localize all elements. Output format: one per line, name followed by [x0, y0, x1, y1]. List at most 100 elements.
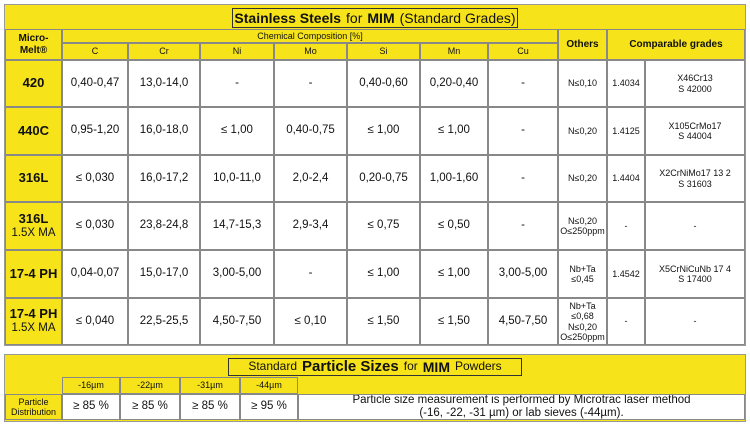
value: 0,04-0,07 — [70, 267, 120, 280]
label: Particle Distribution — [10, 396, 57, 417]
value-cell: 3,00-5,00 — [488, 250, 558, 298]
value: ≤ 0,50 — [438, 219, 470, 232]
header-text: Comparable grades — [629, 38, 723, 50]
grade-name: 17-4 PH — [9, 265, 58, 281]
header-text: Others — [566, 38, 599, 50]
value-cell: 0,40-0,75 — [274, 107, 347, 155]
size-value: ≥ 95 % — [240, 394, 298, 420]
designation-line: X46Cr13 — [677, 73, 713, 84]
value: - — [308, 76, 313, 89]
code: - — [624, 220, 628, 231]
value: 16,0-18,0 — [139, 124, 189, 137]
row-label: Particle Distribution — [5, 394, 62, 420]
value: 14,7-15,3 — [212, 219, 262, 232]
value-cell: ≤ 0,040 — [62, 298, 128, 345]
others-line: N≤0,20 — [568, 321, 597, 332]
code-cell: 1.4034 — [607, 60, 645, 107]
header-text: -44µm — [256, 380, 282, 391]
code-cell: - — [607, 202, 645, 250]
value: ≥ 85 % — [192, 400, 228, 413]
value-cell: ≤ 0,50 — [420, 202, 488, 250]
title-post: Powders — [454, 359, 502, 374]
designation-line: X2CrNiMo17 13 2 — [659, 168, 731, 179]
value-cell: 0,40-0,60 — [347, 60, 420, 107]
value-cell: ≤ 0,030 — [62, 155, 128, 202]
grade-name: 316L — [18, 170, 49, 186]
value: - — [521, 219, 525, 232]
code-cell: 1.4542 — [607, 250, 645, 298]
value-cell: 0,20-0,75 — [347, 155, 420, 202]
size-header: -31µm — [180, 377, 240, 394]
grade-header: Micro-Melt® — [5, 29, 62, 60]
value: 0,20-0,40 — [429, 76, 479, 89]
title-for: for — [346, 9, 363, 26]
value: 2,0-2,4 — [292, 171, 329, 184]
value: ≤ 0,75 — [367, 219, 400, 232]
value: ≥ 85 % — [73, 400, 109, 413]
value: 16,0-17,2 — [139, 171, 189, 184]
grade-cell: 316L 1.5X MA — [5, 202, 62, 250]
value: ≤ 1,00 — [438, 124, 470, 137]
table1-title: Stainless Steels for MIM (Standard Grades) — [232, 8, 518, 28]
value: - — [235, 76, 239, 89]
value: 2,9-3,4 — [292, 219, 329, 232]
grade-cell: 17-4 PH 1.5X MA — [5, 298, 62, 345]
value: ≤ 0,030 — [75, 219, 115, 232]
size-value: ≥ 85 % — [120, 394, 180, 420]
header-text: -31µm — [197, 380, 223, 391]
value: 3,00-5,00 — [212, 267, 262, 280]
size-value: ≥ 85 % — [62, 394, 120, 420]
value: ≥ 95 % — [251, 400, 287, 413]
value: 0,40-0,60 — [359, 76, 408, 89]
value: 0,40-0,75 — [286, 124, 335, 137]
value-cell: - — [200, 60, 274, 107]
value-cell: ≤ 1,00 — [347, 107, 420, 155]
value: 0,20-0,75 — [359, 171, 408, 184]
designation-line: S 44004 — [678, 131, 712, 141]
value-cell: ≤ 1,00 — [347, 250, 420, 298]
column-header: Cu — [488, 43, 558, 60]
value: 0,40-0,47 — [70, 76, 120, 89]
others-line: N≤0,20 — [568, 215, 597, 226]
grade-cell: 440C — [5, 107, 62, 155]
value-cell: 13,0-14,0 — [128, 60, 200, 107]
others-line: N≤0,20 — [568, 125, 597, 136]
others-cell: N≤0,20 — [558, 155, 607, 202]
others-line: Nb+Ta — [569, 300, 596, 311]
value-cell: - — [488, 155, 558, 202]
value-cell: ≤ 1,50 — [420, 298, 488, 345]
value-cell: 0,04-0,07 — [62, 250, 128, 298]
value: ≤ 0,040 — [75, 314, 115, 327]
value-cell: 16,0-18,0 — [128, 107, 200, 155]
value-cell: ≤ 0,75 — [347, 202, 420, 250]
value: - — [521, 171, 525, 184]
header-text: Cr — [159, 46, 169, 57]
value-cell: - — [274, 60, 347, 107]
value-cell: 2,9-3,4 — [274, 202, 347, 250]
others-cell: N≤0,20 — [558, 107, 607, 155]
table2-title: Standard Particle Sizes for MIM Powders — [228, 358, 522, 376]
size-header: -22µm — [120, 377, 180, 394]
header-text: Mn — [447, 46, 461, 57]
value: 3,00-5,00 — [498, 267, 548, 280]
title-main: Stainless Steels — [234, 9, 342, 26]
size-header: -44µm — [240, 377, 298, 394]
value-cell: 16,0-17,2 — [128, 155, 200, 202]
value: 22,5-25,5 — [139, 314, 189, 327]
others-line: ≤0,68 — [571, 311, 594, 322]
column-header: Comparable grades — [607, 29, 745, 60]
value: 0,95-1,20 — [70, 124, 120, 137]
grade-cell: 420 — [5, 60, 62, 107]
column-header: Mn — [420, 43, 488, 60]
title-brand: MIM — [367, 9, 395, 26]
others-line: O≤250ppm — [560, 226, 605, 236]
designation-cell: - — [645, 298, 745, 345]
value-cell: 0,20-0,40 — [420, 60, 488, 107]
value: ≤ 1,00 — [367, 267, 400, 280]
grade-sub: 1.5X MA — [11, 226, 56, 239]
value-cell: ≤ 1,00 — [200, 107, 274, 155]
composition-header: Chemical Composition [%] — [62, 29, 558, 43]
value-cell: ≤ 1,00 — [420, 250, 488, 298]
value-cell: 0,95-1,20 — [62, 107, 128, 155]
